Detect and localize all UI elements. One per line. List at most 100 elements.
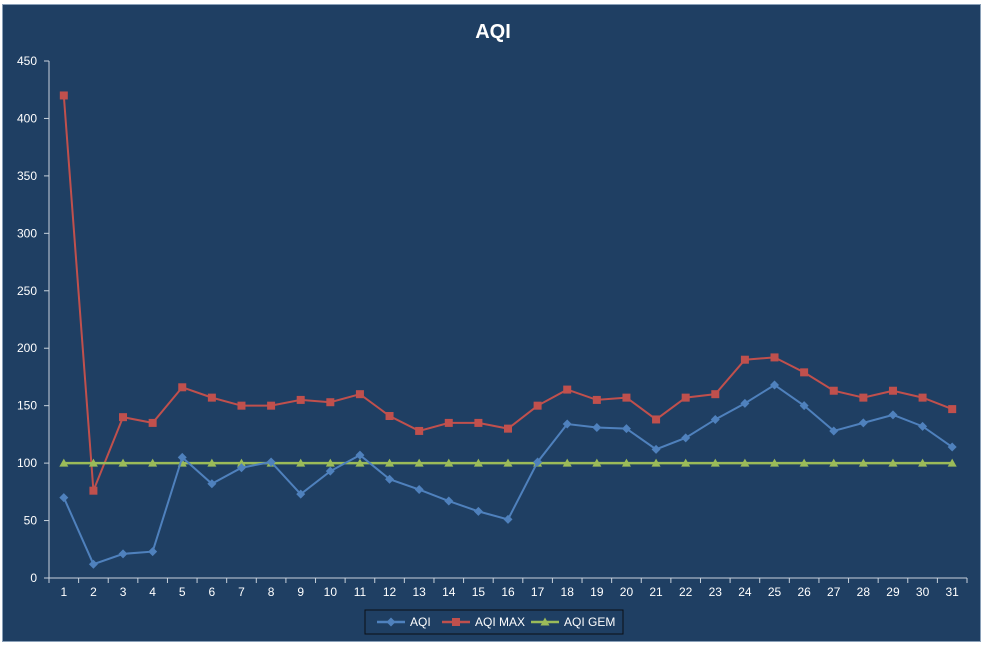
chart-area xyxy=(2,4,981,642)
x-tick-label: 22 xyxy=(679,585,693,599)
data-point-aqi-max xyxy=(711,390,720,399)
data-point-aqi-max xyxy=(385,412,394,421)
data-point-aqi xyxy=(621,424,631,434)
data-point-aqi-gem xyxy=(918,458,928,467)
data-point-aqi-gem xyxy=(621,458,631,467)
x-tick-label: 8 xyxy=(268,585,275,599)
data-point-aqi xyxy=(148,547,158,557)
legend-box xyxy=(364,609,624,635)
data-point-aqi xyxy=(858,418,868,428)
x-tick-label: 15 xyxy=(472,585,486,599)
data-point-aqi-max xyxy=(859,393,868,402)
series-aqi-max xyxy=(59,91,957,495)
x-tick-label: 3 xyxy=(120,585,127,599)
data-point-aqi-gem xyxy=(947,458,957,467)
data-point-aqi xyxy=(118,549,128,559)
x-tick-label: 11 xyxy=(354,585,367,599)
legend-marker-aqi-gem xyxy=(540,617,550,626)
x-tick-label: 10 xyxy=(324,585,338,599)
data-point-aqi-max xyxy=(829,386,838,395)
data-point-aqi xyxy=(829,426,839,436)
x-tick-label: 6 xyxy=(209,585,216,599)
data-point-aqi-max xyxy=(592,395,601,404)
legend-label-aqi-max: AQI MAX xyxy=(475,615,525,629)
data-point-aqi xyxy=(740,398,750,408)
data-point-aqi-gem xyxy=(562,458,572,467)
data-point-aqi xyxy=(918,421,928,431)
data-point-aqi xyxy=(562,419,572,429)
y-tick-label: 350 xyxy=(17,169,37,183)
y-tick-label: 100 xyxy=(17,456,37,470)
x-tick-label: 16 xyxy=(501,585,515,599)
legend-label-aqi-gem: AQI GEM xyxy=(564,615,615,629)
data-point-aqi-max xyxy=(355,390,364,399)
data-point-aqi xyxy=(533,457,543,467)
data-point-aqi-gem xyxy=(503,458,513,467)
data-point-aqi-max xyxy=(296,395,305,404)
data-point-aqi xyxy=(355,450,365,460)
data-point-aqi-gem xyxy=(118,458,128,467)
data-point-aqi xyxy=(651,444,661,454)
data-point-aqi-max xyxy=(148,418,157,427)
y-axis: 0 50 100 150 200 250 300 350 400 450 xyxy=(17,54,50,585)
data-point-aqi-gem xyxy=(385,458,395,467)
x-tick-label: 27 xyxy=(827,585,841,599)
y-tick-label: 200 xyxy=(17,341,37,355)
data-point-aqi-max xyxy=(888,386,897,395)
x-tick-label: 21 xyxy=(649,585,663,599)
x-tick-label: 7 xyxy=(238,585,245,599)
legend-marker-aqi xyxy=(386,617,396,627)
data-point-aqi-max xyxy=(237,401,246,410)
data-point-aqi xyxy=(296,489,306,499)
y-tick-label: 0 xyxy=(30,571,37,585)
x-tick-label: 2 xyxy=(90,585,97,599)
data-point-aqi-max xyxy=(59,91,68,100)
data-point-aqi-max xyxy=(740,355,749,364)
data-point-aqi xyxy=(88,559,98,569)
y-tick-label: 400 xyxy=(17,111,37,125)
data-point-aqi-max xyxy=(267,401,276,410)
series-line-aqi xyxy=(62,383,953,566)
data-point-aqi xyxy=(207,479,217,489)
x-tick-label: 14 xyxy=(442,585,456,599)
data-point-aqi xyxy=(236,463,246,473)
data-point-aqi-gem xyxy=(770,458,780,467)
data-point-aqi xyxy=(770,380,780,390)
legend: AQI AQI MAX AQI GEM xyxy=(364,609,624,635)
data-point-aqi xyxy=(473,506,483,516)
data-point-aqi-max xyxy=(563,385,572,394)
data-point-aqi xyxy=(592,422,602,432)
series-aqi-gem xyxy=(59,458,957,467)
data-point-aqi xyxy=(503,514,513,524)
data-point-aqi xyxy=(266,457,276,467)
x-tick-label: 4 xyxy=(149,585,156,599)
x-tick-label: 25 xyxy=(768,585,782,599)
x-tick-label: 24 xyxy=(738,585,752,599)
x-tick-label: 31 xyxy=(946,585,960,599)
x-tick-label: 5 xyxy=(179,585,186,599)
data-point-aqi xyxy=(888,410,898,420)
x-tick-label: 26 xyxy=(797,585,811,599)
data-point-aqi xyxy=(414,485,424,495)
x-tick-label: 12 xyxy=(383,585,397,599)
data-point-aqi-gem xyxy=(444,458,454,467)
y-tick-label: 50 xyxy=(24,514,38,528)
data-point-aqi-max xyxy=(89,486,98,495)
data-point-aqi-gem xyxy=(799,458,809,467)
data-point-aqi xyxy=(385,474,395,484)
data-point-aqi-gem xyxy=(325,458,335,467)
x-tick-label: 17 xyxy=(531,585,545,599)
data-point-aqi-gem xyxy=(148,458,158,467)
data-point-aqi-gem xyxy=(651,458,661,467)
data-point-aqi-gem xyxy=(296,458,306,467)
data-point-aqi-gem xyxy=(207,458,217,467)
y-tick-label: 300 xyxy=(17,226,37,240)
data-point-aqi-gem xyxy=(740,458,750,467)
data-point-aqi-gem xyxy=(473,458,483,467)
data-point-aqi-gem xyxy=(236,458,246,467)
y-tick-label: 150 xyxy=(17,399,37,413)
data-point-aqi xyxy=(325,466,335,476)
x-axis: 1 2 3 4 5 6 7 8 9 10 11 12 13 14 15 16 17 18 19 20 21 22 23 24 2… xyxy=(48,577,968,599)
data-point-aqi-max xyxy=(504,424,512,433)
